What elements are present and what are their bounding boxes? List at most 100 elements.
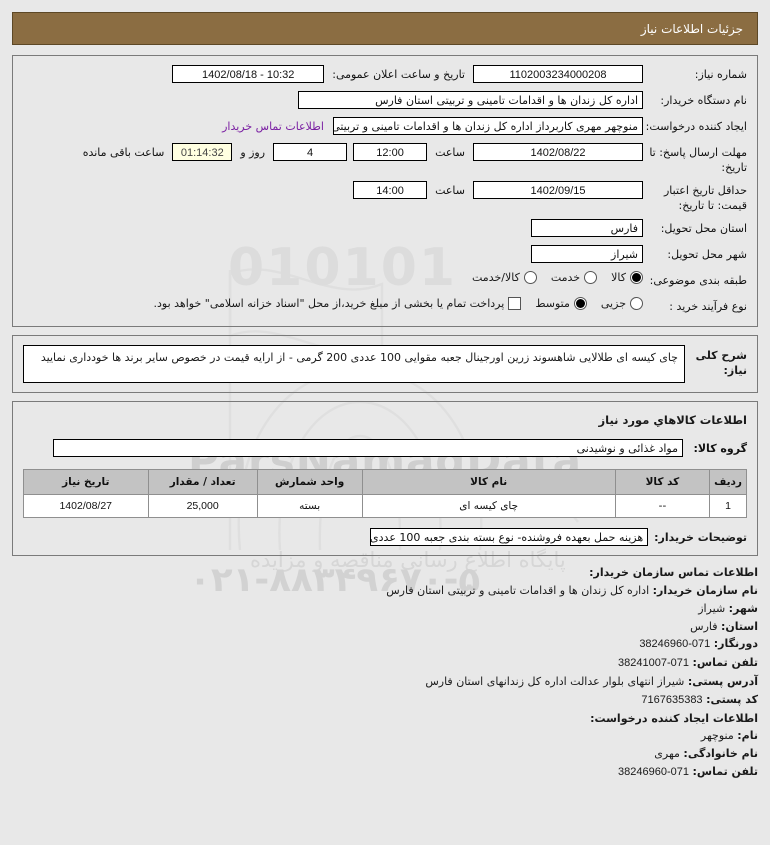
row-creator: ایجاد کننده درخواست: منوچهر مهری کاربردا… (23, 117, 747, 137)
response-deadline-date-field[interactable]: 1402/08/22 (473, 143, 643, 161)
need-info-panel: شماره نیاز: 1102003234000208 تاریخ و ساع… (12, 55, 758, 328)
province-line: استان: فارس (12, 618, 758, 636)
response-deadline-label: مهلت ارسال پاسخ: تا تاریخ: (649, 146, 747, 174)
general-description-label: شرح کلی نیاز: (695, 349, 747, 377)
page-title: جزئیات اطلاعات نیاز (12, 12, 758, 45)
col-header-need-date: تاریخ نیاز (23, 469, 149, 496)
creator-phone-value: 38246960-071 (618, 766, 690, 778)
table-header-row: ردیف کد کالا نام کالا واحد شمارش تعداد /… (23, 469, 747, 496)
city-line: شهر: شیراز (12, 600, 758, 618)
buyer-org-label: نام دستگاه خریدار: (660, 94, 747, 107)
phone-line: تلفن تماس: 38241007-071 (12, 654, 758, 673)
remaining-days-label: روز و (240, 145, 266, 159)
cell-name: چای کیسه ای (361, 494, 616, 519)
delivery-province-field[interactable]: فارس (531, 219, 643, 238)
city-value: شیراز (698, 601, 726, 615)
treasury-bonds-label: پرداخت تمام یا بخشی از مبلغ خرید،از محل … (153, 297, 505, 311)
creator-last-name-label: نام خانوادگی: (683, 747, 758, 761)
process-type-radio-motevaset[interactable] (573, 297, 587, 311)
fax-line: دورنگار: 38246960-071 (12, 635, 758, 654)
cell-code: -- (614, 494, 711, 519)
postal-code-label: کد پستی: (706, 692, 758, 706)
process-type-radio-group[interactable]: جزیی متوسط پرداخت تمام یا بخشی از مبلغ خ… (144, 297, 643, 311)
response-deadline-time-field[interactable]: 12:00 (353, 143, 428, 161)
creator-contact-header: اطلاعات ایجاد کننده درخواست: (590, 711, 758, 725)
response-time-label: ساعت (435, 145, 465, 159)
creator-first-name-value: منوچهر (700, 729, 734, 743)
classification-label-khedmat: خدمت (550, 271, 581, 285)
cell-row-no: 1 (709, 494, 747, 519)
col-header-unit: واحد شمارش (256, 469, 363, 496)
creator-field[interactable]: منوچهر مهری کاربرداز اداره کل زندان ها و… (333, 117, 643, 135)
announce-datetime-field[interactable]: 1402/08/18 - 10:32 (172, 65, 325, 83)
classification-radio-kala-khedmat[interactable] (523, 271, 537, 285)
delivery-city-field[interactable]: شیراز (531, 245, 643, 264)
buyer-org-field[interactable]: اداره کل زندان ها و اقدامات تامینی و ترب… (298, 91, 643, 109)
org-contact-header: اطلاعات تماس سازمان خریدار: (589, 566, 758, 580)
general-description-panel: شرح کلی نیاز: چای کیسه ای طلالایی شاهسون… (12, 335, 758, 394)
price-validity-date-field[interactable]: 1402/09/15 (473, 181, 643, 200)
cell-quantity: 25,000 (147, 494, 258, 519)
creator-phone-line: تلفن تماس: 38246960-071 (12, 763, 758, 782)
address-label: آدرس پستی: (687, 674, 758, 688)
cell-need-date: 1402/08/27 (23, 494, 149, 519)
delivery-city-label: شهر محل تحویل: (667, 248, 747, 262)
goods-group-field[interactable]: مواد غذائی و نوشیدنی (53, 439, 683, 458)
postal-code-line: کد پستی: 7167635383 (12, 691, 758, 710)
fax-label: دورنگار: (713, 637, 758, 651)
city-label: شهر: (728, 601, 758, 615)
creator-label: ایجاد کننده درخواست: (645, 120, 747, 133)
address-line: آدرس پستی: شیراز انتهای بلوار عدالت ادار… (12, 673, 758, 691)
table-row: 1 -- چای کیسه ای بسته 25,000 1402/08/27 (23, 494, 747, 519)
creator-phone-label: تلفن تماس: (692, 765, 758, 778)
cell-unit: بسته (256, 494, 363, 519)
countdown-label: ساعت باقی مانده (82, 145, 165, 159)
col-header-code: کد کالا (614, 469, 711, 496)
price-validity-label: حداقل تاریخ اعتبار قیمت: تا تاریخ: (663, 184, 747, 212)
row-process-type: نوع فرآیند خرید : جزیی متوسط پرداخت تمام… (23, 297, 747, 317)
general-description-field[interactable]: چای کیسه ای طلالایی شاهسوند زرین اورجینا… (23, 345, 685, 384)
classification-radio-kala[interactable] (630, 271, 643, 285)
buyer-note-field[interactable]: هزینه حمل بعهده فروشنده- نوع بسته بندی ج… (370, 528, 649, 547)
address-value: شیراز انتهای بلوار عدالت اداره کل زندانه… (425, 674, 685, 688)
fax-value: 38246960-071 (639, 638, 711, 651)
postal-code-value: 7167635383 (641, 693, 703, 706)
classification-radio-khedmat[interactable] (584, 271, 598, 285)
org-name-line: نام سازمان خریدار: اداره کل زندان ها و ا… (12, 582, 758, 600)
creator-first-name-label: نام: (737, 729, 758, 743)
need-number-label: شماره نیاز: (694, 68, 747, 81)
treasury-bonds-checkbox[interactable] (508, 297, 522, 311)
announce-label: تاریخ و ساعت اعلان عمومی: (332, 67, 465, 81)
process-type-label: نوع فرآیند خرید : (669, 300, 747, 314)
buyer-note-label: توضیحات خریدار: (654, 530, 747, 544)
row-delivery-city: شهر محل تحویل: شیراز (23, 245, 747, 265)
classification-radio-group[interactable]: کالا خدمت کالا/خدمت (462, 271, 643, 285)
row-buyer-org: نام دستگاه خریدار: اداره کل زندان ها و ا… (23, 91, 747, 111)
org-name-value: اداره کل زندان ها و اقدامات تامینی و ترب… (386, 583, 650, 597)
row-buyer-note: توضیحات خریدار: هزینه حمل بعهده فروشنده-… (23, 528, 747, 547)
classification-label-kala-khedmat: کالا/خدمت (472, 271, 520, 285)
buyer-contact-link[interactable]: اطلاعات تماس خریدار (222, 119, 324, 133)
need-number-field[interactable]: 1102003234000208 (473, 65, 643, 83)
classification-label: طبقه بندی موضوعی: (649, 274, 747, 288)
row-price-validity: حداقل تاریخ اعتبار قیمت: تا تاریخ: 1402/… (23, 181, 747, 213)
col-header-name: نام کالا (361, 469, 616, 496)
row-response-deadline: مهلت ارسال پاسخ: تا تاریخ: 1402/08/22 سا… (23, 143, 747, 175)
creator-last-name-line: نام خانوادگی: مهری (12, 745, 758, 763)
price-validity-time-field[interactable]: 14:00 (353, 181, 428, 200)
countdown-timer-field: 01:14:32 (172, 143, 233, 161)
process-type-label-motevaset: متوسط (535, 297, 570, 311)
col-header-row-no: ردیف (709, 469, 747, 496)
row-need-number: شماره نیاز: 1102003234000208 تاریخ و ساع… (23, 65, 747, 85)
remaining-days-field: 4 (273, 143, 348, 161)
creator-first-name-line: نام: منوچهر (12, 727, 758, 745)
phone-value: 38241007-071 (618, 657, 690, 670)
process-type-radio-jozii[interactable] (630, 297, 643, 311)
row-general-description: شرح کلی نیاز: چای کیسه ای طلالایی شاهسون… (23, 345, 747, 384)
creator-last-name-value: مهری (654, 747, 680, 761)
row-goods-group: گروه کالا: مواد غذائی و نوشیدنی (23, 439, 747, 459)
goods-table: ردیف کد کالا نام کالا واحد شمارش تعداد /… (23, 469, 747, 519)
row-classification: طبقه بندی موضوعی: کالا خدمت کالا/خدمت (23, 271, 747, 291)
price-validity-time-label: ساعت (435, 183, 465, 197)
phone-label: تلفن تماس: (692, 656, 758, 670)
